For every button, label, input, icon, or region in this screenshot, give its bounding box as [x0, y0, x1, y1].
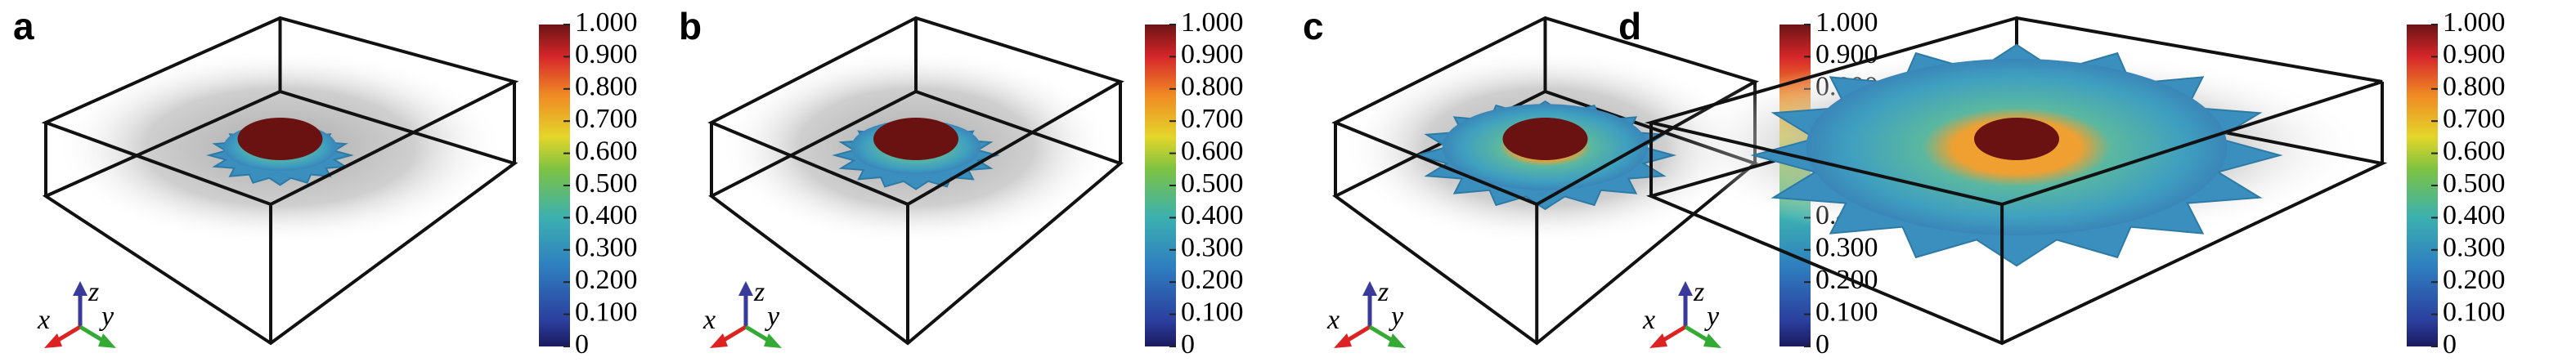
- axis-label-z: z: [1377, 277, 1389, 307]
- colorbar-tick-label: 0.300: [2443, 233, 2506, 263]
- axis-label-z: z: [753, 277, 765, 307]
- colorbar-tick-label: 0: [575, 329, 589, 360]
- colorbar-tick-label: 0.100: [2443, 297, 2506, 327]
- panel-label: d: [1618, 5, 1641, 47]
- colorbar-tick-label: 0.700: [1181, 104, 1244, 134]
- core: [1502, 118, 1588, 160]
- colorbar-tick-label: 0.400: [575, 200, 638, 230]
- colorbar-tick-label: 0.600: [2443, 136, 2506, 166]
- axis-x: [54, 324, 82, 344]
- arrow-x: [1334, 333, 1352, 348]
- colorbar-tick-label: 0.900: [2443, 39, 2506, 69]
- colorbar-tick-label: 0.500: [1181, 168, 1244, 199]
- panel: bzx y1.0000.9000.8000.7000.6000.5000.4000…: [679, 5, 1244, 360]
- colorbar-tick-label: 0.700: [2443, 104, 2506, 134]
- axis-label-x: x: [702, 305, 716, 335]
- colorbar-tick-label: 1.000: [1181, 7, 1244, 38]
- core: [1974, 118, 2059, 160]
- arrow-z: [73, 281, 88, 296]
- colorbar-tick-label: 0.100: [575, 297, 638, 327]
- colorbar-tick-label: 0.900: [1181, 39, 1244, 69]
- axis-label-y: y: [765, 302, 780, 332]
- colorbar-tick-label: 0: [1815, 329, 1829, 360]
- core: [873, 118, 958, 160]
- panel-label: b: [679, 5, 702, 47]
- axis-label-z: z: [1693, 277, 1704, 307]
- arrow-z: [1678, 281, 1693, 296]
- arrow-x: [710, 333, 728, 348]
- axis-x: [1659, 324, 1687, 344]
- colorbar-tick-label: 0.800: [575, 72, 638, 102]
- axis-y: [1368, 324, 1396, 344]
- colorbar-tick-label: 0: [2443, 329, 2457, 360]
- colorbar-tick-label: 0.300: [575, 233, 638, 263]
- panel-label: a: [13, 5, 34, 47]
- arrow-y: [98, 333, 116, 348]
- arrow-z: [1362, 281, 1377, 296]
- colorbar-tick-label: 0.600: [575, 136, 638, 166]
- colorbar-tick-label: 0.400: [1181, 200, 1244, 230]
- colorbar-tick-label: 0.500: [2443, 168, 2506, 199]
- axis-y: [79, 324, 106, 344]
- colorbar-tick-label: 0.400: [2443, 200, 2506, 230]
- axis-label-x: x: [1326, 305, 1340, 335]
- colorbar-tick-label: 0.100: [1181, 297, 1244, 327]
- colorbar-tick-label: 0.200: [575, 265, 638, 295]
- panel: dzx y1.0000.9000.8000.7000.6000.5000.4000…: [1618, 5, 2506, 360]
- arrow-x: [44, 333, 62, 348]
- colorbar-tick-label: 0.900: [575, 39, 638, 69]
- axis-y: [1684, 324, 1712, 344]
- axis-label-y: y: [99, 302, 114, 332]
- axis-label-z: z: [88, 277, 99, 307]
- panel: azx y1.0000.9000.8000.7000.6000.5000.4000…: [13, 5, 638, 360]
- colorbar-tick-label: 0.600: [1181, 136, 1244, 166]
- colorbar-tick-label: 0.500: [575, 168, 638, 199]
- colorbar-tick-label: 0.300: [1181, 233, 1244, 263]
- arrow-y: [764, 333, 782, 348]
- arrow-y: [1388, 333, 1406, 348]
- colorbar-tick-label: 0.100: [1815, 297, 1878, 327]
- colorbar-tick-label: 0: [1181, 329, 1195, 360]
- colorbar-tick-label: 1.000: [575, 7, 638, 38]
- axis-y: [744, 324, 772, 344]
- arrow-z: [738, 281, 753, 296]
- colorbar-tick-label: 0.300: [1815, 233, 1878, 263]
- axis-label-x: x: [37, 305, 50, 335]
- arrow-y: [1703, 333, 1721, 348]
- axis-label-x: x: [1642, 305, 1655, 335]
- colorbar-tick-label: 0.200: [2443, 265, 2506, 295]
- colorbar-tick-label: 1.000: [1815, 7, 1878, 38]
- axis-label-y: y: [1704, 302, 1720, 332]
- panel-label: c: [1303, 5, 1324, 47]
- colorbar-tick-label: 0.700: [575, 104, 638, 134]
- colorbar-tick-label: 1.000: [2443, 7, 2506, 38]
- colorbar-tick-label: 0.800: [2443, 72, 2506, 102]
- arrow-x: [1649, 333, 1667, 348]
- axis-x: [720, 324, 747, 344]
- axis-label-y: y: [1389, 302, 1404, 332]
- colorbar-tick-label: 0.200: [1181, 265, 1244, 295]
- core: [237, 118, 323, 160]
- colorbar-tick-label: 0.800: [1181, 72, 1244, 102]
- axis-x: [1344, 324, 1371, 344]
